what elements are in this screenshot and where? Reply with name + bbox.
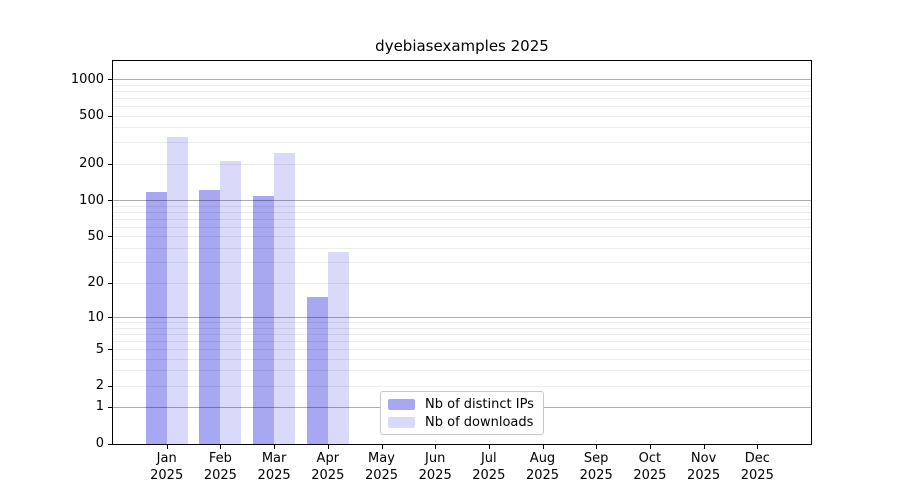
x-tick-label: Feb 2025: [203, 451, 237, 483]
y-tick-mark: [108, 443, 112, 445]
plot-area: [112, 60, 812, 445]
gridline-minor: [113, 385, 811, 387]
gridline-minor: [113, 327, 811, 329]
gridline-minor: [113, 226, 811, 228]
y-tick-mark: [108, 385, 112, 387]
x-tick-mark: [435, 445, 437, 449]
gridline-minor: [113, 127, 811, 129]
gridline-minor: [113, 370, 811, 372]
x-tick-mark: [327, 445, 329, 449]
x-tick-label: Aug 2025: [525, 451, 560, 483]
x-tick-mark: [649, 445, 651, 449]
gridline-major: [113, 79, 811, 80]
gridline-minor: [113, 322, 811, 323]
x-tick-label: May 2025: [364, 451, 399, 483]
gridline-minor: [113, 358, 811, 360]
x-tick-label: Jun 2025: [418, 451, 452, 483]
gridline-minor: [113, 205, 811, 207]
bar-downloads: [327, 251, 349, 444]
x-tick-label: Apr 2025: [311, 451, 345, 483]
y-tick-label: 1000: [70, 71, 104, 87]
gridline-minor: [113, 115, 811, 117]
bar-distinct-ips: [253, 195, 275, 444]
x-tick-mark: [542, 445, 544, 449]
x-tick-mark: [381, 445, 383, 449]
x-tick-mark: [274, 445, 276, 449]
x-tick-label: Jan 2025: [150, 451, 184, 483]
gridline-minor: [113, 218, 811, 220]
y-tick-label: 100: [79, 192, 104, 208]
y-tick-mark: [108, 349, 112, 350]
bar-distinct-ips: [306, 297, 328, 444]
y-tick-mark: [108, 79, 112, 80]
x-tick-mark: [596, 445, 598, 449]
x-tick-mark: [166, 445, 168, 449]
y-tick-label: 200: [79, 156, 104, 172]
bar-distinct-ips: [199, 189, 221, 444]
bar-downloads: [274, 153, 296, 444]
y-tick-label: 10: [87, 309, 104, 325]
y-tick-label: 5: [95, 341, 104, 357]
x-tick-label: Mar 2025: [257, 451, 291, 483]
gridline-minor: [113, 349, 811, 350]
gridline-minor: [113, 142, 811, 144]
gridline-minor: [113, 236, 811, 238]
y-tick-mark: [108, 406, 112, 408]
y-tick-label: 50: [87, 228, 104, 244]
x-tick-label: Sep 2025: [579, 451, 613, 483]
y-tick-mark: [108, 236, 112, 238]
bar-distinct-ips: [145, 191, 167, 444]
x-tick-label: Dec 2025: [740, 451, 774, 483]
gridline-minor: [113, 333, 811, 335]
gridline-major: [113, 200, 811, 201]
y-tick-mark: [108, 282, 112, 284]
x-tick-mark: [220, 445, 222, 449]
x-tick-label: Jul 2025: [472, 451, 506, 483]
legend-label-downloads: Nb of downloads: [425, 415, 534, 430]
gridline-minor: [113, 163, 811, 165]
y-tick-mark: [108, 317, 112, 318]
gridline-minor: [113, 247, 811, 249]
gridline-minor: [113, 90, 811, 92]
x-tick-mark: [757, 445, 759, 449]
y-tick-label: 1: [95, 399, 104, 415]
gridline-minor: [113, 282, 811, 284]
x-tick-mark: [488, 445, 490, 449]
x-tick-label: Oct 2025: [633, 451, 667, 483]
y-tick-label: 20: [87, 275, 104, 291]
bar-downloads: [220, 161, 242, 444]
legend-label-distinct-ips: Nb of distinct IPs: [425, 397, 534, 412]
legend-item-distinct-ips: Nb of distinct IPs: [388, 397, 535, 412]
y-tick-label: 0: [95, 436, 104, 451]
legend-item-downloads: Nb of downloads: [388, 415, 535, 430]
gridline-minor: [113, 211, 811, 213]
gridline-minor: [113, 340, 811, 342]
bar-downloads: [166, 136, 188, 444]
y-tick-label: 2: [95, 378, 104, 393]
x-tick-label: Nov 2025: [687, 451, 721, 483]
legend-swatch-distinct-ips: [388, 399, 415, 410]
chart-title: dyebiasexamples 2025: [375, 37, 549, 55]
y-tick-mark: [108, 200, 112, 201]
legend: Nb of distinct IPs Nb of downloads: [380, 391, 544, 435]
y-tick-mark: [108, 115, 112, 117]
gridline-major: [113, 317, 811, 318]
legend-swatch-downloads: [388, 417, 415, 428]
gridline-minor: [113, 84, 811, 86]
y-tick-label: 500: [79, 108, 104, 123]
y-tick-mark: [108, 163, 112, 165]
gridline-minor: [113, 97, 811, 99]
x-tick-mark: [703, 445, 705, 449]
gridline-minor: [113, 262, 811, 264]
gridline-minor: [113, 105, 811, 107]
